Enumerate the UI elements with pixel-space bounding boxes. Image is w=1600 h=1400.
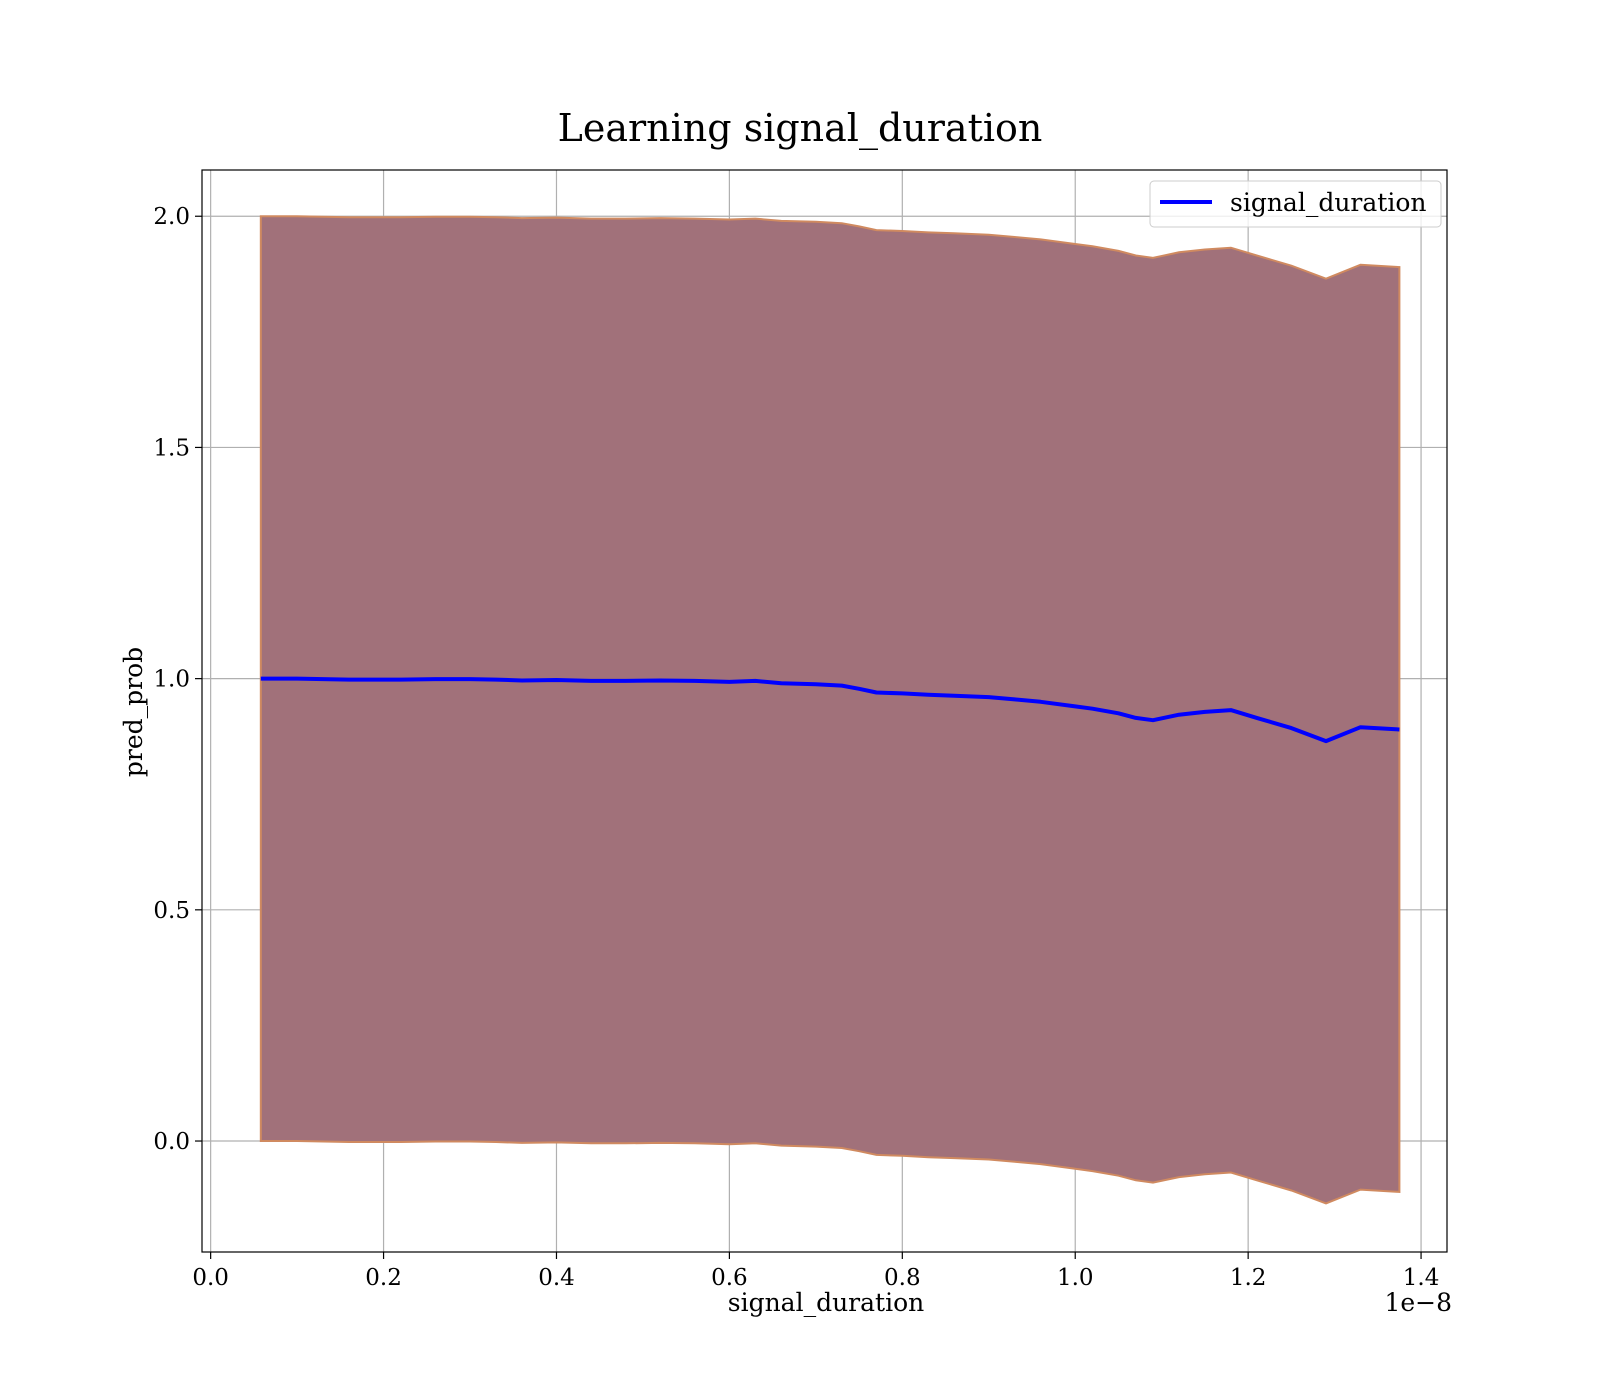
- x-axis-label: signal_duration: [728, 1288, 924, 1317]
- series-line-signal-duration: [260, 676, 1400, 744]
- legend-box: [1149, 180, 1442, 228]
- y-tick-label: 0.5: [153, 898, 190, 924]
- legend: signal_duration: [1149, 180, 1442, 228]
- legend-entry-label: signal_duration: [1230, 188, 1426, 217]
- x-tick-label: 0.8: [884, 1265, 921, 1291]
- axis-ticks: 0.0 0.2 0.4 0.6 0.8 1.0 1.2 1.4 0.0 0.5 1.0 1.5 2.0: [153, 204, 1439, 1291]
- x-tick-label: 0.0: [192, 1265, 229, 1291]
- x-tick-label: 1.2: [1230, 1265, 1267, 1291]
- x-tick-label: 0.4: [538, 1265, 575, 1291]
- x-tick-label: 1.0: [1057, 1265, 1094, 1291]
- x-tick-label: 0.6: [711, 1265, 748, 1291]
- chart-title: Learning signal_duration: [558, 106, 1043, 151]
- x-axis-offset-label: 1e−8: [1384, 1288, 1452, 1317]
- y-axis-label: pred_prob: [119, 647, 148, 777]
- plot-area-frame: [201, 169, 1448, 1253]
- x-tick-label: 1.4: [1403, 1265, 1440, 1291]
- y-tick-label: 1.5: [153, 435, 190, 461]
- y-tick-label: 2.0: [153, 204, 190, 230]
- confidence-band: [259, 215, 1401, 1205]
- y-tick-label: 0.0: [153, 1129, 190, 1155]
- x-tick-label: 0.2: [365, 1265, 402, 1291]
- y-tick-label: 1.0: [153, 667, 190, 693]
